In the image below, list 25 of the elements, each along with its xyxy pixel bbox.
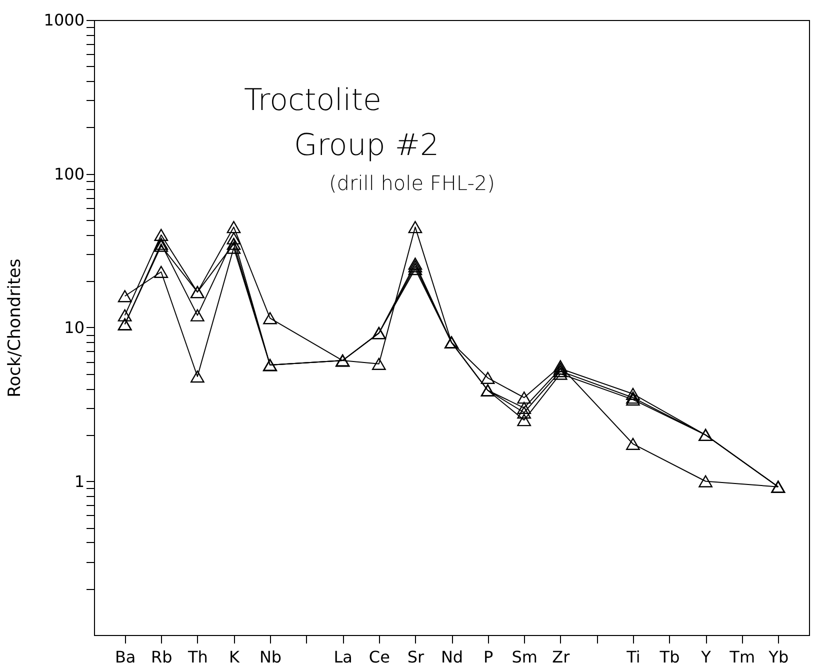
x-tick-label: Nd bbox=[440, 648, 464, 666]
x-tick-label: Ce bbox=[368, 648, 390, 666]
text: Troctolite bbox=[244, 83, 382, 118]
y-tick-label: 1 bbox=[74, 472, 84, 491]
x-tick-label: Yb bbox=[768, 648, 789, 666]
y-tick-label: 10 bbox=[64, 318, 84, 337]
x-tick-label: Tb bbox=[658, 648, 680, 666]
y-axis-title: Rock/Chondrites bbox=[4, 258, 25, 398]
x-tick-label: K bbox=[228, 648, 240, 666]
annotation: (drill hole FHL-2) bbox=[329, 171, 495, 195]
x-tick-label: Th bbox=[186, 648, 208, 666]
x-tick-label: Sm bbox=[512, 648, 538, 666]
x-tick-label: Tm bbox=[728, 648, 756, 666]
x-tick-label: Nb bbox=[259, 648, 282, 666]
x-tick-label: Rb bbox=[151, 648, 172, 666]
y-tick-label: 1000 bbox=[44, 10, 84, 30]
x-tick-label: Zr bbox=[552, 648, 570, 666]
x-tick-label: Ba bbox=[114, 648, 136, 666]
x-tick-label: P bbox=[483, 648, 494, 666]
text: Group #2 bbox=[294, 128, 440, 163]
y-tick-label: 100 bbox=[54, 164, 84, 184]
x-tick-label: La bbox=[334, 648, 352, 666]
x-tick-label: Ti bbox=[626, 648, 640, 666]
x-tick-label: Sr bbox=[407, 648, 424, 666]
x-tick-label: Y bbox=[700, 648, 712, 666]
